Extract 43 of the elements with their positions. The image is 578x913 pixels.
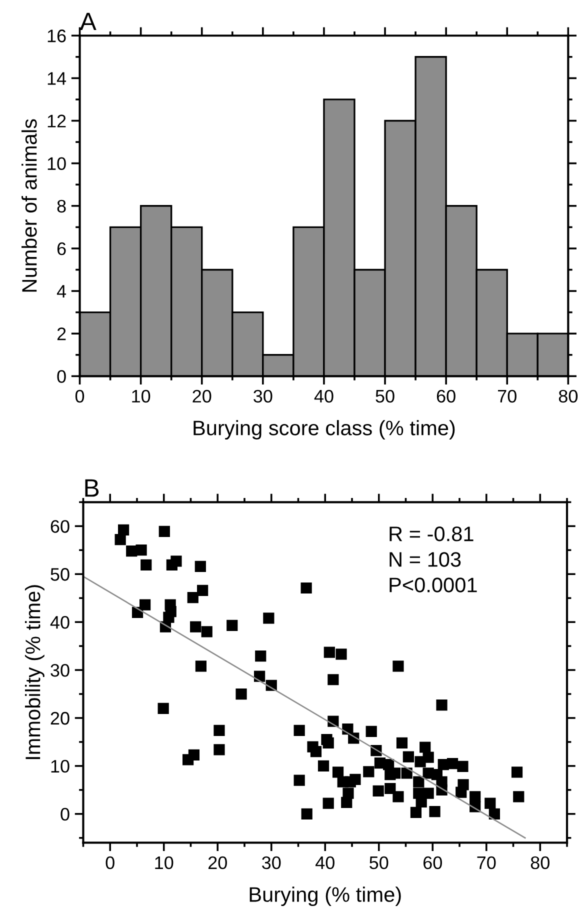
x-tick-label: 40 — [316, 856, 334, 870]
y-tick-label: 10 — [48, 157, 66, 170]
x-axis-title: Burying score class (% time) — [194, 420, 455, 440]
x-tick-label: 70 — [477, 856, 496, 870]
x-tick-label: 10 — [155, 856, 174, 870]
annotation: P<0.0001 — [390, 578, 477, 592]
x-tick-label: 10 — [132, 390, 150, 403]
y-tick-label: 16 — [48, 30, 66, 42]
x-tick-label: 60 — [436, 390, 456, 403]
y-tick-label: 4 — [56, 285, 66, 298]
chart-title: B — [85, 479, 99, 497]
x-tick-label: 30 — [262, 856, 281, 870]
annotation: R = -0.81 — [390, 526, 474, 542]
x-tick-label: 50 — [376, 390, 394, 403]
y-tick-label: 30 — [50, 664, 70, 677]
y-tick-label: 2 — [57, 328, 66, 340]
y-tick-label: 6 — [57, 242, 66, 256]
x-tick-label: 30 — [254, 390, 272, 403]
chart-title: A — [80, 12, 96, 30]
x-axis-title: Burying (% time) — [250, 886, 401, 906]
y-tick-label: 0 — [57, 370, 66, 383]
x-tick-label: 0 — [75, 390, 84, 403]
y-tick-label: 20 — [50, 712, 70, 725]
y-tick-label: 8 — [57, 200, 66, 213]
x-tick-label: 20 — [192, 390, 212, 403]
x-tick-label: 40 — [314, 390, 334, 403]
x-tick-label: 50 — [370, 856, 388, 870]
x-tick-label: 20 — [208, 856, 227, 870]
y-tick-label: 60 — [50, 520, 70, 533]
x-tick-label: 0 — [106, 856, 114, 870]
x-tick-label: 80 — [530, 856, 550, 870]
x-tick-label: 80 — [558, 390, 578, 403]
y-tick-label: 40 — [50, 616, 70, 629]
x-tick-label: 70 — [498, 390, 516, 403]
y-axis-title: Number of animals — [22, 119, 37, 292]
y-tick-label: 10 — [51, 760, 70, 773]
y-axis-title: Immobility (% time) — [24, 585, 44, 760]
y-tick-label: 50 — [50, 568, 70, 581]
y-tick-label: 12 — [48, 114, 66, 128]
annotation: N = 103 — [390, 552, 461, 567]
y-tick-label: 0 — [60, 808, 70, 821]
y-tick-label: 14 — [48, 72, 66, 85]
x-tick-label: 60 — [424, 856, 442, 870]
